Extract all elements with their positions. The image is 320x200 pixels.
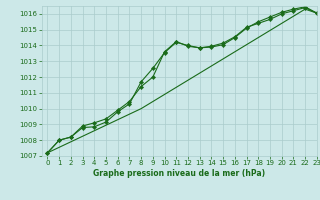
X-axis label: Graphe pression niveau de la mer (hPa): Graphe pression niveau de la mer (hPa) — [93, 169, 265, 178]
